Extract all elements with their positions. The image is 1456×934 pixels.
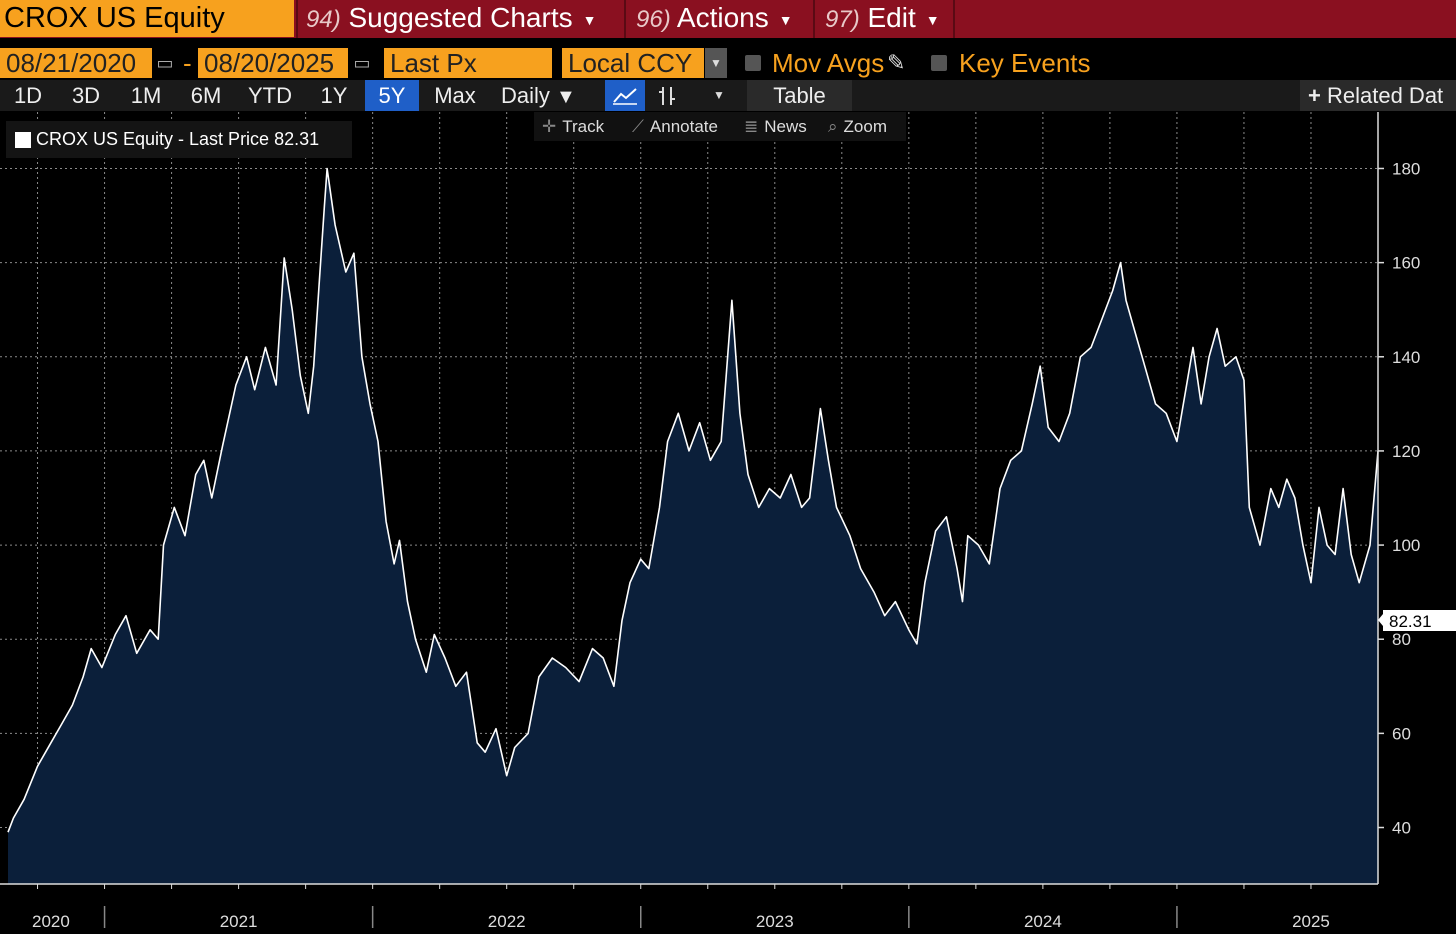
- menu-number: 96): [636, 6, 671, 33]
- period-5y[interactable]: 5Y: [365, 80, 419, 111]
- menu-separator: [296, 0, 298, 38]
- last-price-value: 82.31: [1389, 612, 1432, 631]
- menu-number: 97): [825, 6, 860, 33]
- x-tick-label: 2023: [756, 912, 794, 931]
- table-button[interactable]: Table: [747, 80, 852, 111]
- zoom-tool[interactable]: ⌕ Zoom: [828, 112, 887, 141]
- y-tick-label: 80: [1392, 630, 1411, 649]
- period-6m[interactable]: 6M: [190, 83, 222, 108]
- caret-down-icon: ▼: [925, 11, 940, 28]
- date-separator: -: [183, 48, 192, 78]
- period-1d[interactable]: 1D: [13, 83, 43, 108]
- menu-number: 94): [306, 6, 341, 33]
- annotate-tool[interactable]: ⟋ Annotate: [632, 112, 718, 141]
- menu-separator: [953, 0, 955, 38]
- y-tick-label: 160: [1392, 254, 1420, 273]
- news-icon: ≣: [744, 117, 759, 136]
- pencil-icon[interactable]: ✎: [887, 50, 906, 75]
- news-label: News: [764, 117, 807, 136]
- field-selector[interactable]: Last Px: [384, 48, 552, 78]
- chevron-down-icon[interactable]: ▼: [705, 48, 727, 78]
- menu-label: Edit: [867, 2, 916, 33]
- caret-down-icon: ▼: [582, 11, 597, 28]
- menu-suggested-charts[interactable]: 94) Suggested Charts ▼: [306, 0, 596, 38]
- parameter-bar: 08/21/2020 ▭ - 08/20/2025 ▭ Last Px Loca…: [0, 46, 1456, 80]
- period-1m[interactable]: 1M: [130, 83, 162, 108]
- start-date-input[interactable]: 08/21/2020: [0, 48, 152, 78]
- menu-separator: [624, 0, 626, 38]
- chart-legend: CROX US Equity - Last Price 82.31: [6, 121, 352, 158]
- menu-separator: [813, 0, 815, 38]
- period-toolbar: 1D 3D 1M 6M YTD 1Y 5Y Max Daily ▼ ▼ Tabl…: [0, 80, 1456, 111]
- menu-label: Suggested Charts: [348, 2, 573, 33]
- mov-avgs-checkbox[interactable]: [745, 55, 761, 71]
- y-axis-ticks: 40 60 80 100 120 140 160 180: [1378, 159, 1420, 838]
- related-data-label: Related Dat: [1326, 83, 1444, 108]
- y-tick-label: 40: [1392, 819, 1411, 838]
- caret-down-icon: ▼: [556, 86, 576, 108]
- zoom-icon: ⌕: [828, 117, 838, 136]
- period-3d[interactable]: 3D: [71, 83, 101, 108]
- annotate-icon: ⟋: [632, 117, 644, 136]
- menu-edit[interactable]: 97) Edit ▼: [825, 0, 940, 38]
- track-tool[interactable]: ✛ Track: [542, 112, 604, 141]
- key-events-checkbox[interactable]: [931, 55, 947, 71]
- zoom-label: Zoom: [843, 117, 887, 136]
- plus-icon: +: [1308, 83, 1321, 108]
- chart-axes: [0, 112, 1379, 885]
- period-ytd[interactable]: YTD: [248, 83, 292, 108]
- key-events-label: Key Events: [959, 48, 1091, 78]
- chart-toolbar: ✛ Track ⟋ Annotate ≣ News ⌕ Zoom: [534, 112, 906, 141]
- x-axis-labels: 2020 2021 2022 2023 2024 2025: [32, 884, 1330, 931]
- legend-text: CROX US Equity - Last Price 82.31: [36, 129, 320, 149]
- legend-swatch: [15, 132, 31, 148]
- frequency-dropdown[interactable]: Daily ▼: [495, 80, 595, 111]
- y-tick-label: 140: [1392, 348, 1420, 367]
- y-tick-label: 100: [1392, 536, 1420, 555]
- crosshair-icon: ✛: [542, 117, 557, 136]
- news-tool[interactable]: ≣ News: [744, 112, 807, 141]
- x-tick-label: 2024: [1024, 912, 1062, 931]
- x-tick-label: 2020: [32, 912, 70, 931]
- calendar-icon[interactable]: ▭: [353, 53, 371, 73]
- x-tick-label: 2021: [220, 912, 258, 931]
- caret-down-icon: ▼: [778, 11, 793, 28]
- calendar-icon[interactable]: ▭: [156, 53, 174, 73]
- last-price-tag-box: [1383, 610, 1456, 631]
- y-tick-label: 60: [1392, 724, 1411, 743]
- line-chart-icon[interactable]: [605, 80, 645, 111]
- ticker-field[interactable]: CROX US Equity: [0, 0, 294, 37]
- y-tick-label: 120: [1392, 442, 1420, 461]
- bar-chart-icon[interactable]: [648, 80, 686, 111]
- y-tick-label: 180: [1392, 159, 1420, 178]
- frequency-label: Daily: [501, 83, 550, 108]
- price-area-fill: [8, 168, 1378, 884]
- price-line: [7, 167, 1379, 833]
- end-date-input[interactable]: 08/20/2025: [198, 48, 348, 78]
- currency-selector[interactable]: Local CCY: [562, 48, 704, 78]
- track-label: Track: [562, 117, 605, 136]
- menu-label: Actions: [676, 2, 769, 33]
- x-tick-label: 2022: [488, 912, 526, 931]
- related-data-button[interactable]: + Related Dat: [1300, 80, 1456, 111]
- period-max[interactable]: Max: [434, 83, 476, 108]
- period-1y[interactable]: 1Y: [320, 83, 348, 108]
- title-bar: CROX US Equity 94) Suggested Charts ▼ 96)…: [0, 0, 1456, 38]
- last-price-tag: 82.31: [1378, 610, 1456, 631]
- mov-avgs-label: Mov Avgs: [772, 48, 885, 78]
- last-price-tag-pointer: [1378, 614, 1383, 626]
- annotate-label: Annotate: [649, 117, 718, 136]
- menu-actions[interactable]: 96) Actions ▼: [636, 0, 793, 38]
- x-tick-label: 2025: [1292, 912, 1330, 931]
- chevron-down-icon[interactable]: ▼: [713, 88, 725, 102]
